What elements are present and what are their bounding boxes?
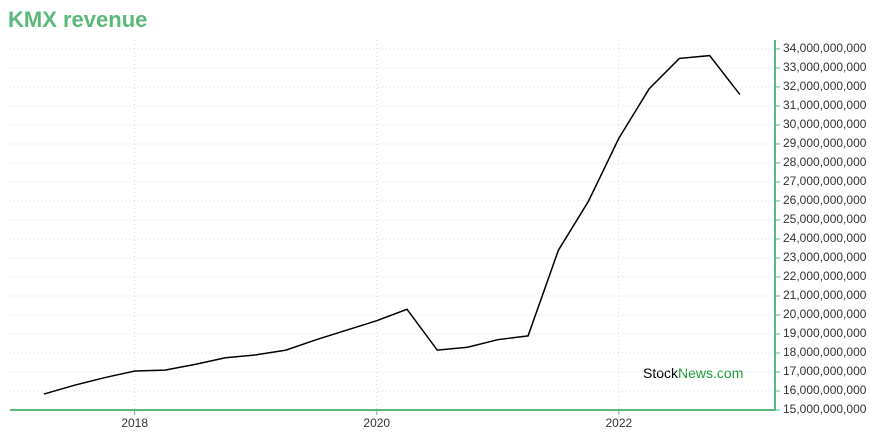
y-tick-label: 27,000,000,000 — [783, 174, 867, 188]
x-tick-label: 2022 — [606, 416, 633, 430]
x-tick-label: 2020 — [363, 416, 390, 430]
y-tick-label: 29,000,000,000 — [783, 136, 867, 150]
watermark-part: News.com — [678, 365, 743, 381]
y-tick-label: 32,000,000,000 — [783, 79, 867, 93]
x-tick-label: 2018 — [121, 416, 148, 430]
y-tick-label: 26,000,000,000 — [783, 193, 867, 207]
y-tick-label: 28,000,000,000 — [783, 155, 867, 169]
chart-title: KMX revenue — [8, 7, 147, 32]
y-tick-label: 18,000,000,000 — [783, 345, 867, 359]
y-tick-label: 30,000,000,000 — [783, 117, 867, 131]
y-tick-label: 17,000,000,000 — [783, 364, 867, 378]
y-tick-label: 20,000,000,000 — [783, 307, 867, 321]
y-tick-label: 15,000,000,000 — [783, 402, 867, 416]
y-tick-label: 24,000,000,000 — [783, 231, 867, 245]
line — [43, 54, 741, 395]
y-tick-label: 31,000,000,000 — [783, 98, 867, 112]
watermark: StockNews.com — [643, 365, 743, 381]
watermark-part: Stock — [643, 365, 679, 381]
y-tick-label: 23,000,000,000 — [783, 250, 867, 264]
y-tick-label: 22,000,000,000 — [783, 269, 867, 283]
y-tick-label: 19,000,000,000 — [783, 326, 867, 340]
y-tick-label: 34,000,000,000 — [783, 41, 867, 55]
y-tick-label: 25,000,000,000 — [783, 212, 867, 226]
y-tick-label: 16,000,000,000 — [783, 383, 867, 397]
y-tick-label: 21,000,000,000 — [783, 288, 867, 302]
y-tick-label: 33,000,000,000 — [783, 60, 867, 74]
